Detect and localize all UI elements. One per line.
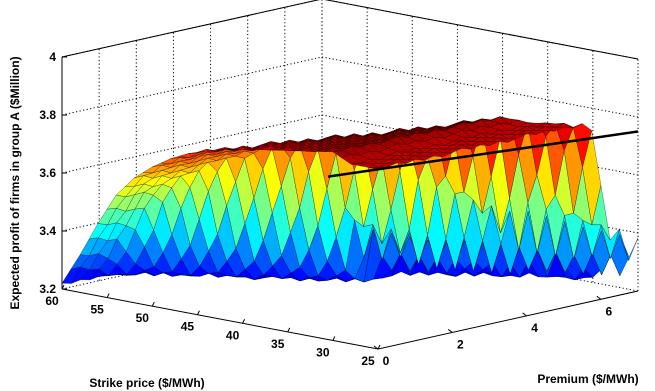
x-tick: [243, 319, 245, 323]
x-tick-label: 45: [181, 320, 195, 334]
x-axis-label: Strike price ($/MWh): [89, 376, 204, 390]
y-tick: [448, 329, 452, 332]
y-tick: [523, 313, 527, 316]
x-tick: [197, 311, 199, 315]
y-tick: [597, 296, 601, 299]
x-tick-label: 35: [271, 337, 285, 351]
z-tick-label: 3.6: [39, 166, 56, 180]
x-tick-label: 55: [90, 303, 104, 317]
x-tick-label: 25: [361, 354, 375, 368]
y-tick-label: 0: [383, 354, 390, 368]
z-tick-label: 3.8: [39, 108, 56, 122]
x-tick: [333, 336, 335, 340]
z-gridline: [62, 57, 638, 117]
surface-mesh: [62, 117, 638, 284]
y-tick-label: 4: [531, 321, 538, 335]
y-tick-label: 2: [457, 337, 464, 351]
z-tick-label: 4: [49, 50, 56, 64]
x-tick: [288, 328, 290, 332]
x-tick: [107, 294, 109, 298]
top-frame: [62, 0, 638, 59]
z-tick-label: 3.4: [39, 224, 56, 238]
z-axis-label: Expected profit of firms in group A ($Mi…: [8, 56, 22, 309]
x-axis-line: [62, 289, 378, 349]
y-axis-line: [378, 291, 638, 349]
y-tick-label: 6: [606, 304, 613, 318]
x-tick: [152, 302, 154, 306]
z-gridline: [62, 0, 638, 59]
x-tick-label: 50: [136, 311, 150, 325]
y-axis-label: Premium ($/MWh): [537, 372, 638, 386]
x-tick-label: 30: [316, 345, 330, 359]
x-tick-label: 40: [226, 328, 240, 342]
x-tick-label: 60: [45, 294, 59, 308]
